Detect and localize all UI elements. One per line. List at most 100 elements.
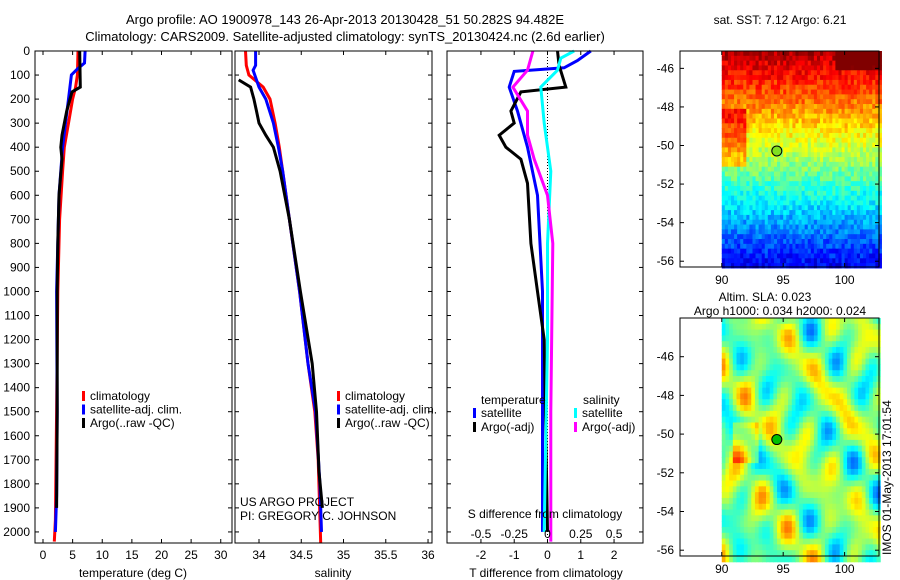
- heatmap-cell: [780, 157, 784, 163]
- heatmap-cell: [743, 123, 747, 129]
- heatmap-cell: [813, 108, 818, 115]
- heatmap-cell: [869, 229, 873, 235]
- heatmap-cell: [869, 503, 874, 511]
- heatmap-cell: [869, 152, 873, 158]
- heatmap-cell: [727, 89, 732, 95]
- heatmap-cell: [754, 474, 760, 482]
- heatmap-cell: [780, 492, 785, 499]
- heatmap-cell: [795, 239, 800, 245]
- heatmap-cell: [732, 347, 738, 354]
- heatmap-cell: [783, 166, 787, 173]
- heatmap-cell: [869, 200, 873, 206]
- heatmap-cell: [824, 387, 830, 394]
- heatmap-cell: [784, 509, 789, 516]
- heatmap-cell: [810, 329, 815, 336]
- heatmap-cell: [823, 70, 827, 76]
- heatmap-cell: [777, 318, 782, 325]
- heatmap-cell: [847, 60, 852, 66]
- heatmap-cell: [749, 70, 753, 76]
- heatmap-cell: [804, 195, 809, 201]
- heatmap-cell: [866, 89, 870, 95]
- heatmap-cell: [802, 364, 808, 371]
- heatmap-cell: [761, 224, 766, 230]
- heatmap-cell: [847, 171, 852, 177]
- heatmap-cell: [806, 497, 811, 505]
- heatmap-cell: [752, 142, 757, 148]
- heatmap-cell: [725, 370, 730, 377]
- heatmap-cell: [872, 65, 876, 71]
- heatmap-cell: [843, 387, 848, 394]
- heatmap-cell: [724, 89, 729, 95]
- heatmap-cell: [841, 123, 846, 129]
- heatmap-cell: [836, 341, 841, 348]
- heatmap-cell: [853, 128, 858, 134]
- heatmap-cell: [875, 200, 879, 206]
- heatmap-cell: [810, 526, 815, 534]
- heatmap-cell: [853, 137, 858, 144]
- heatmap-cell: [777, 258, 781, 264]
- heatmap-cell: [829, 51, 833, 57]
- heatmap-cell: [758, 468, 763, 476]
- heatmap-cell: [780, 171, 784, 177]
- heatmap-cell: [835, 157, 839, 163]
- heatmap-cell: [859, 181, 864, 187]
- heatmap-cell: [740, 157, 744, 163]
- heatmap-cell: [866, 99, 870, 105]
- heatmap-cell: [832, 229, 836, 235]
- heatmap-cell: [806, 457, 811, 464]
- heatmap-cell: [807, 152, 812, 158]
- heatmap-cell: [836, 474, 841, 482]
- heatmap-cell: [823, 142, 827, 148]
- heatmap-cell: [878, 210, 882, 216]
- heatmap-cell: [792, 190, 796, 197]
- heatmap-cell: [730, 243, 735, 250]
- heatmap-cell: [729, 399, 734, 406]
- heatmap-cell: [863, 224, 867, 230]
- heatmap-cell: [767, 171, 772, 177]
- heatmap-cell: [802, 387, 808, 394]
- heatmap-cell: [743, 253, 747, 259]
- heatmap-cell: [875, 51, 879, 57]
- heatmap-cell: [804, 157, 809, 163]
- heatmap-cell: [835, 60, 839, 66]
- heatmap-cell: [770, 161, 775, 168]
- heatmap-cell: [729, 468, 734, 476]
- heatmap-cell: [844, 108, 849, 115]
- heatmap-cell: [847, 515, 852, 522]
- heatmap-cell: [780, 210, 784, 216]
- heatmap-cell: [783, 132, 787, 139]
- heatmap-cell: [875, 176, 879, 182]
- heatmap-cell: [859, 60, 864, 66]
- heatmap-cell: [730, 99, 735, 105]
- heatmap-cell: [816, 147, 821, 153]
- heatmap-cell: [737, 132, 741, 139]
- heatmap-cell: [765, 503, 771, 511]
- heatmap-cell: [767, 234, 772, 240]
- heatmap-cell: [791, 323, 796, 331]
- heatmap-cell: [784, 538, 789, 545]
- heatmap-cell: [841, 176, 846, 182]
- heatmap-cell: [813, 219, 818, 226]
- heatmap-cell: [754, 393, 760, 400]
- heatmap-cell: [767, 239, 772, 245]
- heatmap-cell: [769, 492, 774, 499]
- heatmap-cell: [765, 323, 771, 331]
- heatmap-cell: [754, 439, 760, 447]
- heatmap-cell: [743, 137, 747, 144]
- heatmap-cell: [865, 347, 870, 354]
- heatmap-cell: [836, 370, 841, 377]
- heatmap-cell: [789, 263, 793, 269]
- heatmap-cell: [858, 463, 863, 470]
- heatmap-cell: [788, 329, 793, 336]
- heatmap-cell: [841, 89, 846, 95]
- heatmap-cell: [765, 434, 771, 441]
- heatmap-cell: [724, 137, 729, 144]
- heatmap-cell: [788, 526, 793, 534]
- heatmap-cell: [747, 550, 752, 557]
- heatmap-cell: [727, 118, 732, 124]
- heatmap-cell: [754, 352, 760, 360]
- heatmap-cell: [743, 503, 749, 511]
- heatmap-cell: [734, 243, 738, 250]
- lat-tick-label: -52: [657, 177, 675, 191]
- heatmap-cell: [740, 89, 744, 95]
